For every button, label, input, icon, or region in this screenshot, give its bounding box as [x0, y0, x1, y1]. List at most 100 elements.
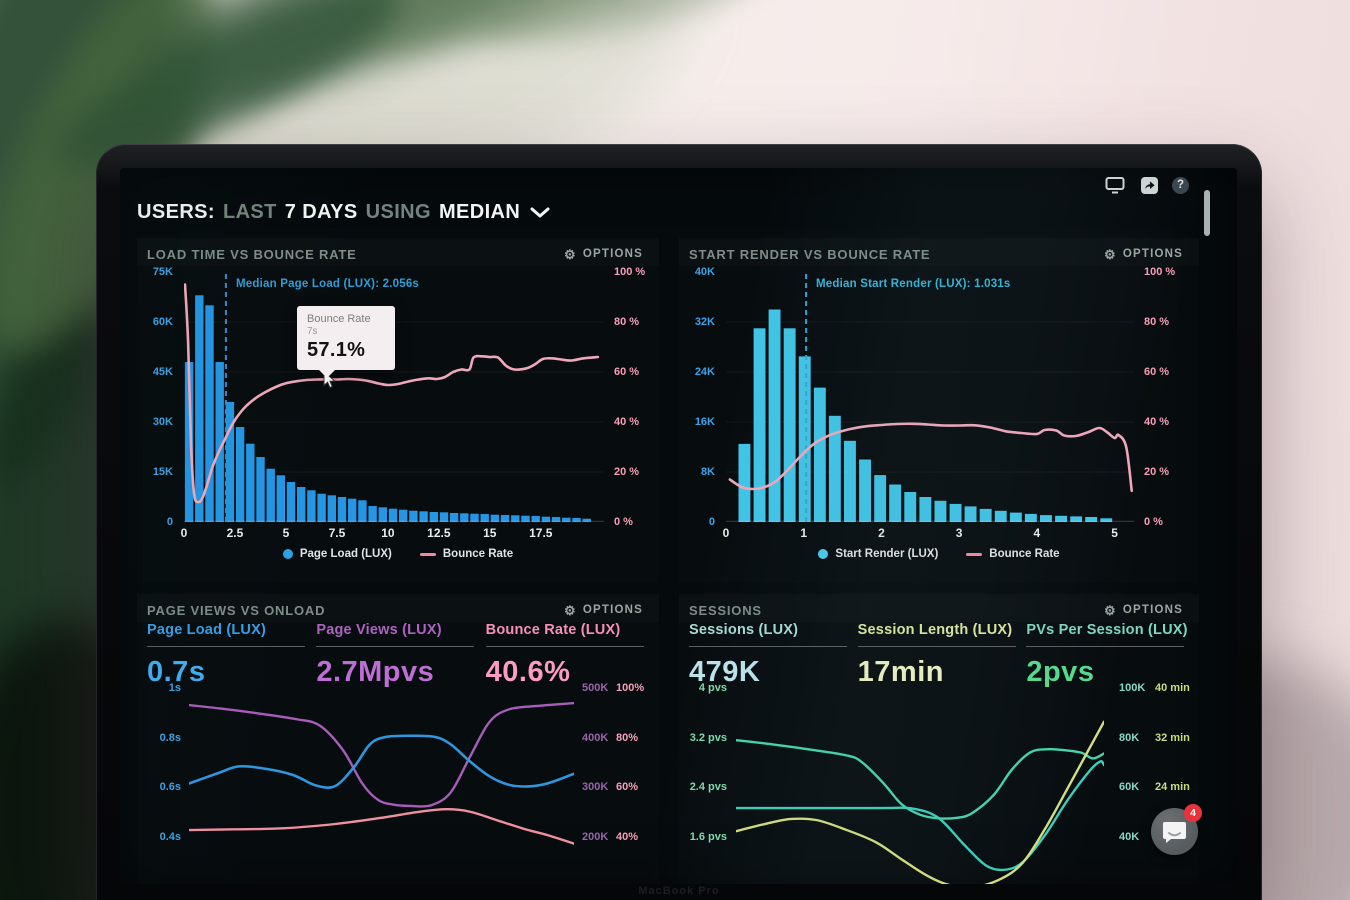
options-button[interactable]: ⚙ OPTIONS	[564, 604, 643, 617]
intercom-launcher[interactable]: 4	[1151, 804, 1202, 855]
axis-label: 20 %	[1144, 466, 1170, 478]
axis-label: 100 %	[1144, 266, 1176, 278]
gear-icon: ⚙	[1103, 246, 1117, 262]
metric: Page Load (LUX) 0.7s	[147, 622, 316, 689]
x-tick-label: 0	[722, 526, 730, 540]
x-tick-label: 12.5	[427, 526, 451, 540]
legend-label: Start Render (LUX)	[835, 548, 939, 560]
options-label: OPTIONS	[1122, 604, 1183, 616]
axis-label: 40 min	[1155, 682, 1190, 694]
axis-label: 24K	[694, 366, 715, 378]
axis-label: 300K	[582, 781, 609, 794]
x-tick-label: 17.5	[529, 526, 553, 540]
chevron-down-icon[interactable]	[530, 207, 550, 218]
y-axis-bounce: 100% 80% 60% 40%	[616, 682, 652, 843]
panel-page-views: PAGE VIEWS VS ONLOAD ⚙ OPTIONS Page Load…	[137, 594, 659, 884]
share-icon[interactable]	[1138, 175, 1160, 195]
legend-item[interactable]: Page Load (LUX)	[282, 548, 392, 560]
y-axis-minutes: 40 min 32 min 24 min	[1155, 682, 1197, 793]
axis-label: 45K	[152, 366, 173, 378]
options-button[interactable]: ⚙ OPTIONS	[1104, 248, 1183, 261]
legend-item[interactable]: Bounce Rate	[966, 548, 1060, 560]
load-time-chart[interactable]	[184, 272, 604, 522]
sessions-chart[interactable]	[736, 682, 1104, 884]
metric: Page Views (LUX) 2.7Mpvs	[316, 622, 485, 689]
x-tick-label: 3	[955, 526, 963, 540]
legend-item[interactable]: Bounce Rate	[419, 548, 513, 560]
legend-label: Page Load (LUX)	[299, 548, 392, 560]
metrics-row: Sessions (LUX) 479K Session Length (LUX) 17…	[689, 622, 1195, 689]
median-annotation: Median Page Load (LUX): 2.056s	[236, 278, 420, 290]
panel-header: LOAD TIME VS BOUNCE RATE ⚙ OPTIONS	[137, 238, 659, 266]
bezel-brand-text: MacBook Pro	[638, 885, 720, 897]
axis-label: 400K	[582, 731, 609, 744]
metric-value: 479K	[689, 656, 761, 688]
metric-underline	[316, 646, 475, 647]
axis-label: 40 %	[614, 416, 640, 428]
x-axis: 0 2.5 5 7.5 10 12.5 15 17.5	[181, 526, 604, 542]
options-button[interactable]: ⚙ OPTIONS	[1104, 604, 1183, 617]
x-tick-label: 5	[282, 526, 290, 540]
help-icon[interactable]: ?	[1172, 176, 1189, 194]
axis-label: 0	[708, 516, 715, 528]
x-tick-label: 1	[800, 526, 808, 540]
axis-label: 8K	[700, 466, 715, 478]
metric-underline	[485, 646, 644, 647]
dashboard-header: USERS: LAST 7 DAYS USING MEDIAN	[137, 195, 1197, 229]
axis-label: 0.4s	[159, 830, 181, 843]
y-axis-left: 1s 0.8s 0.6s 0.4s	[143, 682, 181, 843]
gear-icon: ⚙	[563, 246, 577, 262]
title-segment: LAST	[222, 200, 277, 223]
axis-label: 500K	[582, 682, 609, 694]
metrics-row: Page Load (LUX) 0.7s Page Views (LUX) 2.7Mp…	[147, 622, 655, 689]
metric: Sessions (LUX) 479K	[689, 622, 858, 689]
metric-value: 40.6%	[485, 656, 571, 688]
axis-label: 32 min	[1155, 731, 1190, 744]
options-button[interactable]: ⚙ OPTIONS	[564, 248, 643, 261]
axis-label: 40K	[694, 266, 715, 278]
metric: Session Length (LUX) 17min	[857, 622, 1027, 689]
start-render-chart[interactable]	[726, 272, 1134, 522]
panel-header: PAGE VIEWS VS ONLOAD ⚙ OPTIONS	[137, 594, 659, 622]
axis-label: 100%	[616, 682, 645, 694]
y-axis-left: 40K 32K 24K 16K 8K 0	[685, 266, 715, 528]
laptop: USERS: LAST 7 DAYS USING MEDIAN ? LOAD TIME …	[96, 144, 1262, 900]
metric-label: Bounce Rate (LUX)	[485, 622, 621, 638]
panel-title: START RENDER VS BOUNCE RATE	[689, 246, 931, 262]
axis-label: 0.8s	[159, 731, 181, 744]
legend-dot-icon	[818, 549, 829, 559]
axis-label: 0.6s	[159, 781, 181, 794]
panel-sessions: SESSIONS ⚙ OPTIONS Sessions (LUX) 479K Ses…	[679, 594, 1199, 884]
y-axis-right: 100 % 80 % 60 % 40 % 20 % 0 %	[1144, 266, 1186, 528]
axis-label: 0 %	[614, 516, 633, 528]
x-axis: 0 1 2 3 4 5	[722, 526, 1134, 542]
page-views-chart[interactable]	[189, 682, 574, 884]
x-tick-label: 2.5	[226, 526, 244, 540]
y-axis-right: 100 % 80 % 60 % 40 % 20 % 0 %	[614, 266, 654, 528]
axis-label: 15K	[152, 466, 173, 478]
metric-value: 2pvs	[1026, 656, 1095, 688]
x-tick-label: 10	[381, 526, 395, 540]
axis-label: 24 min	[1155, 781, 1190, 793]
display-icon[interactable]	[1104, 175, 1126, 195]
metric-underline	[1026, 646, 1185, 647]
axis-label: 80 %	[614, 316, 640, 328]
x-tick-label: 4	[1033, 526, 1041, 540]
mouse-cursor-icon	[323, 370, 337, 394]
axis-label: 80K	[1119, 731, 1140, 744]
metric-value: 0.7s	[147, 656, 206, 688]
scrollbar[interactable]	[1204, 190, 1210, 236]
axis-label: 60 %	[1144, 366, 1170, 378]
axis-label: 75K	[152, 266, 173, 278]
title-segment: USING	[365, 200, 431, 223]
panel-title: SESSIONS	[689, 602, 762, 618]
axis-label: 100 %	[614, 266, 646, 278]
metric-underline	[689, 646, 847, 647]
notification-badge: 4	[1184, 804, 1202, 822]
chart-legend: Page Load (LUX) Bounce Rate	[137, 548, 659, 560]
x-tick-label: 7.5	[328, 526, 346, 540]
panel-title: LOAD TIME VS BOUNCE RATE	[147, 246, 357, 262]
options-label: OPTIONS	[582, 248, 643, 260]
legend-item[interactable]: Start Render (LUX)	[818, 548, 938, 560]
metric-underline	[857, 646, 1016, 647]
